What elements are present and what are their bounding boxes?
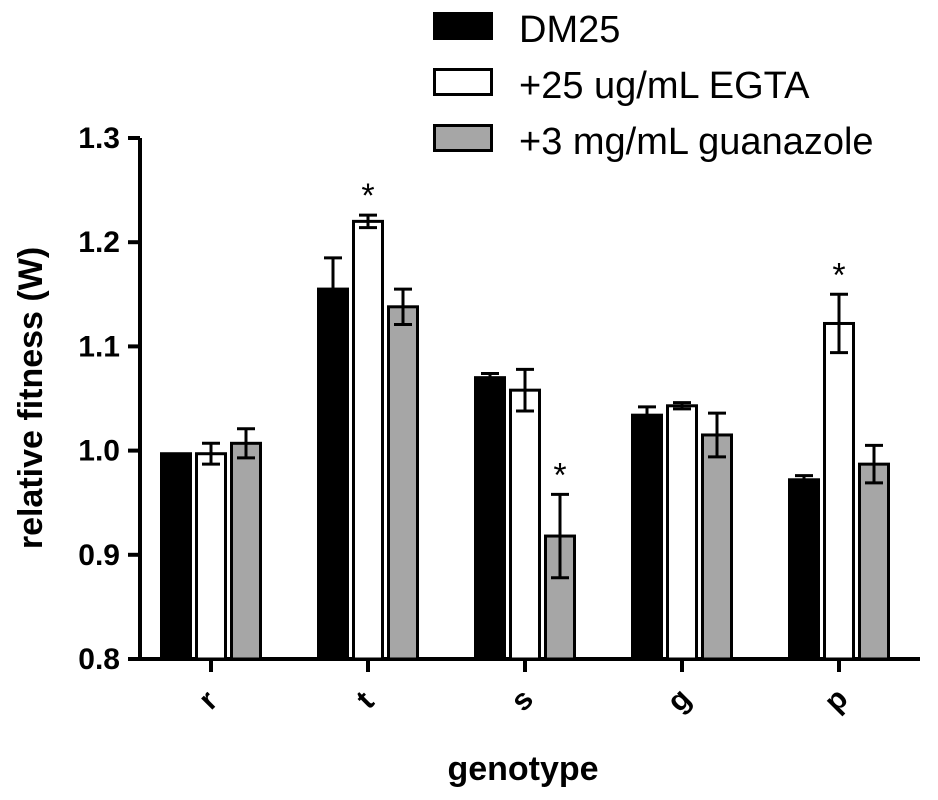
x-tick-label: g	[661, 682, 697, 718]
significance-star: *	[553, 456, 566, 494]
significance-star: *	[361, 177, 374, 215]
bar	[701, 433, 733, 661]
legend-label: +3 mg/mL guanazole	[519, 121, 874, 163]
bar	[666, 404, 698, 661]
bar	[230, 441, 262, 661]
legend-swatch	[433, 124, 493, 152]
y-tick-label: 1.0	[78, 435, 120, 468]
y-axis-title: relative fitness (W)	[12, 247, 50, 549]
bar	[474, 376, 506, 661]
bar	[352, 219, 384, 661]
y-tick-label: 1.2	[78, 226, 120, 259]
bars: * * *	[160, 177, 890, 661]
legend-label: +25 ug/mL EGTA	[519, 65, 810, 107]
y-axis: 0.8 0.9 1.0 1.1 1.2 1.3	[78, 122, 142, 676]
legend-label: DM25	[519, 9, 620, 51]
bar	[788, 478, 820, 661]
y-tick-label: 0.8	[78, 643, 120, 676]
x-tick-label: t	[350, 685, 380, 715]
x-tick-label: s	[505, 683, 540, 718]
y-tick-label: 1.1	[78, 330, 120, 363]
bar	[317, 287, 349, 661]
bar	[823, 321, 855, 661]
y-tick-label: 0.9	[78, 539, 120, 572]
legend: DM25 +25 ug/mL EGTA +3 mg/mL guanazole	[433, 9, 874, 163]
significance-star: *	[832, 256, 845, 294]
legend-swatch	[433, 68, 493, 96]
legend-swatch	[433, 12, 493, 40]
bar	[195, 452, 227, 661]
bar	[509, 388, 541, 661]
bar	[160, 452, 192, 661]
x-tick-label: p	[818, 682, 854, 718]
bar	[387, 305, 419, 661]
y-tick-label: 1.3	[78, 122, 120, 155]
x-axis-title: genotype	[447, 750, 598, 788]
x-tick-label: r	[192, 684, 224, 716]
bar	[858, 462, 890, 661]
bar	[631, 413, 663, 661]
